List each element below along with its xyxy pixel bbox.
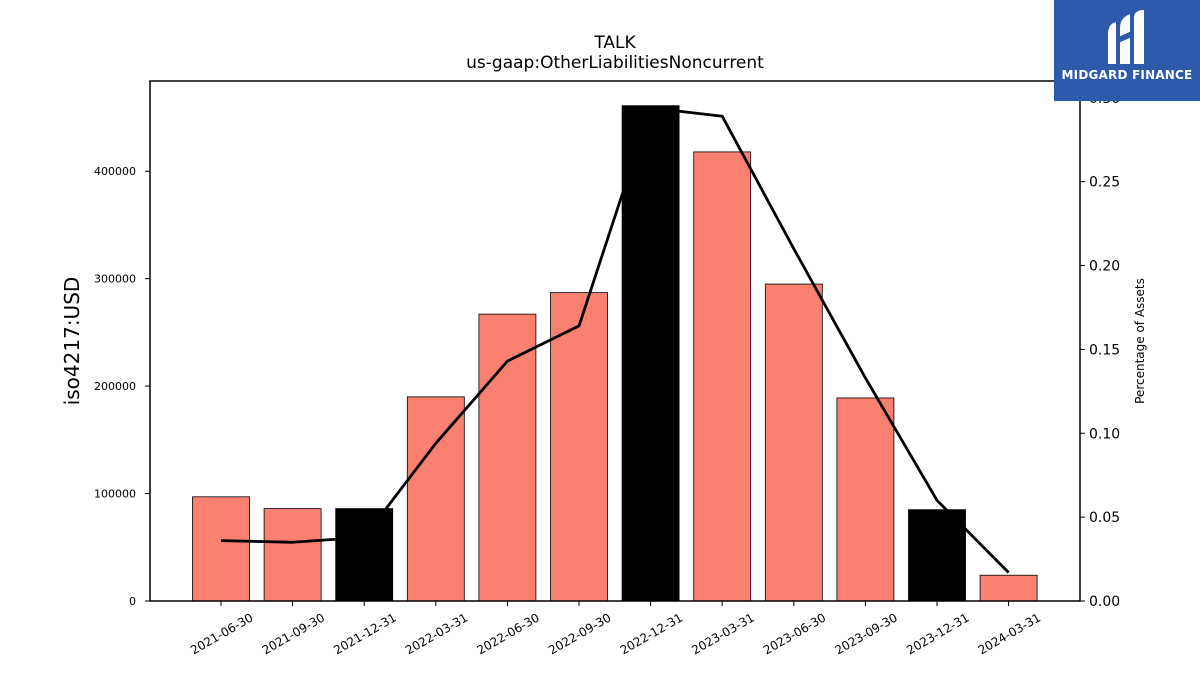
x-tick-label: 2024-03-31 (976, 610, 1043, 657)
plot-frame (149, 80, 1081, 602)
bar-2024-03-31 (979, 574, 1038, 602)
y-tick-label: 200000 (94, 380, 136, 393)
x-tick-label: 2023-12-31 (904, 610, 971, 657)
bar-2022-12-31 (621, 105, 680, 602)
x-tick-label: 2023-09-30 (832, 610, 899, 657)
x-tick-label: 2021-06-30 (188, 610, 255, 657)
logo: MIDGARD FINANCE (1054, 0, 1200, 101)
x-tick-label: 2023-06-30 (761, 610, 828, 657)
y2-axis-label: Percentage of Assets (1133, 278, 1147, 404)
x-tick-label: 2022-12-31 (618, 610, 685, 657)
bar-2023-12-31 (908, 509, 966, 602)
y-tick-label: 0 (129, 595, 136, 608)
x-tick-label: 2022-09-30 (546, 610, 613, 657)
y2-tick-label: 0.05 (1089, 510, 1120, 526)
bar-2022-03-31 (406, 396, 465, 602)
chart-title: TALK (593, 33, 636, 53)
y2-tick-label: 0.10 (1089, 426, 1120, 442)
y-tick-label: 100000 (94, 488, 136, 501)
y-tick-label: 400000 (94, 165, 136, 178)
x-tick-label: 2021-12-31 (331, 610, 398, 657)
y2-tick-label: 0.25 (1089, 175, 1120, 191)
logo-text: MIDGARD FINANCE (1061, 68, 1193, 82)
y2-tick-label: 0.00 (1089, 594, 1120, 610)
y2-tick-label: 0.20 (1089, 259, 1120, 275)
percentage-of-assets-line (220, 106, 1010, 574)
bar-2021-09-30 (263, 508, 322, 602)
x-tick-label: 2021-09-30 (260, 610, 327, 657)
y-axis-label: iso4217:USD (60, 277, 84, 406)
x-tick-label: 2022-03-31 (403, 610, 470, 657)
bar-2023-06-30 (764, 283, 823, 602)
bar-2022-09-30 (550, 292, 608, 602)
bar-2021-12-31 (335, 508, 394, 602)
y-tick-label: 300000 (94, 273, 136, 286)
bar-2022-06-30 (478, 313, 537, 602)
y2-tick-label: 0.15 (1089, 342, 1120, 358)
bar-2023-03-31 (693, 151, 752, 602)
x-tick-label: 2023-03-31 (689, 610, 756, 657)
bar-2021-06-30 (192, 496, 250, 602)
bar-2023-09-30 (836, 397, 895, 602)
logo-mark-icon (1108, 10, 1144, 64)
chart-subtitle: us-gaap:OtherLiabilitiesNoncurrent (466, 53, 764, 73)
x-tick-label: 2022-06-30 (474, 610, 541, 657)
